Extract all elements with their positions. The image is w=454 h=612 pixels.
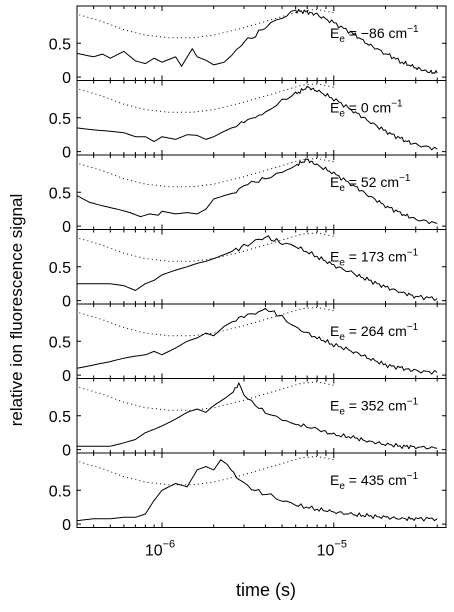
signal-line [77,459,438,522]
dotted-reference-line [79,306,334,337]
y-tick-label: 0 [62,145,71,162]
x-tick-label: 10−5 [317,539,347,560]
dotted-reference-line [79,455,334,486]
dotted-reference-line [79,83,334,113]
dotted-reference-line [79,232,334,262]
x-tick-labels: 10−6 10−5 [145,539,347,560]
panel-energy-label: Ee = −86 cm−1 [330,24,419,45]
panel-frame [76,452,447,528]
panel-frame [76,378,447,454]
y-tick-label: 0.5 [49,409,71,426]
panels: 0 0.5 Ee = −86 cm−1 0 0.5 Ee = 0 cm−1 0 0.5 Ee =… [49,5,447,534]
dotted-reference-line [79,8,334,39]
panel-frame [76,5,447,81]
y-tick-label: 0 [62,517,71,534]
y-tick-label: 0.5 [49,185,71,202]
panel-4: 0 0.5 Ee = 173 cm−1 [49,229,447,311]
panel-energy-label: Ee = 0 cm−1 [330,99,403,120]
y-tick-label: 0.5 [49,111,71,128]
y-tick-label: 0 [62,294,71,311]
signal-line [77,85,438,151]
y-tick-label: 0.5 [49,260,71,277]
signal-line [77,235,438,301]
dotted-reference-line [79,381,334,411]
y-tick-label: 0 [62,443,71,460]
y-tick-label: 0 [62,368,71,385]
signal-line [77,158,438,225]
panel-frame [76,229,447,305]
y-tick-label: 0.5 [49,483,71,500]
panel-frame [76,80,447,156]
y-axis-label: relative ion fluorescence signal [7,194,26,426]
signal-line [77,8,438,75]
panel-energy-label: Ee = 352 cm−1 [330,397,419,418]
panel-energy-label: Ee = 52 cm−1 [330,173,411,194]
panel-1: 0 0.5 Ee = −86 cm−1 [49,5,447,87]
panel-frame [76,154,447,230]
panel-energy-label: Ee = 173 cm−1 [330,248,419,269]
panel-7: 0 0.5 Ee = 435 cm−1 [49,452,447,534]
y-tick-label: 0 [62,219,71,236]
x-axis-label: time (s) [236,580,296,600]
panel-frame [76,303,447,379]
dotted-reference-line [79,157,334,188]
x-tick-label: 10−6 [145,539,175,560]
signal-line [77,382,438,450]
panel-energy-label: Ee = 435 cm−1 [330,471,419,492]
panel-5: 0 0.5 Ee = 264 cm−1 [49,303,447,385]
y-tick-label: 0.5 [49,36,71,53]
y-tick-label: 0 [62,70,71,87]
panel-2: 0 0.5 Ee = 0 cm−1 [49,80,447,162]
signal-line [77,307,438,375]
panel-6: 0 0.5 Ee = 352 cm−1 [49,378,447,460]
panel-energy-label: Ee = 264 cm−1 [330,322,419,343]
y-tick-label: 0.5 [49,334,71,351]
panel-3: 0 0.5 Ee = 52 cm−1 [49,154,447,236]
